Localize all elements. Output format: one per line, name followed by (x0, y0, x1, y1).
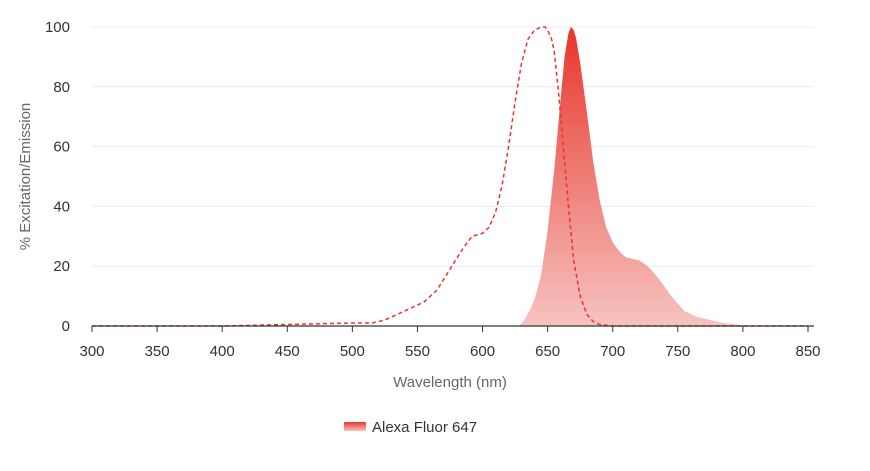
x-tick-label: 350 (145, 343, 170, 360)
y-tick-label: 100 (45, 19, 70, 36)
y-axis-title: % Excitation/Emission (17, 103, 34, 251)
x-tick-label: 800 (730, 343, 755, 360)
y-tick-label: 40 (53, 198, 70, 215)
x-tick-label: 500 (340, 343, 365, 360)
legend[interactable]: Alexa Fluor 647 (344, 419, 477, 436)
x-tick-label: 750 (665, 343, 690, 360)
x-tick-label: 650 (535, 343, 560, 360)
y-tick-label: 20 (53, 258, 70, 275)
legend-swatch[interactable] (344, 422, 366, 431)
x-tick-label: 300 (79, 343, 104, 360)
y-tick-label: 0 (62, 318, 70, 335)
y-tick-label: 60 (53, 139, 70, 156)
x-tick-label: 550 (405, 343, 430, 360)
axes: 0 20 40 60 80 100 300 350 400 450 500 550 600 650 700 7… (45, 19, 821, 360)
x-tick-label: 600 (470, 343, 495, 360)
excitation-line[interactable] (92, 26, 808, 327)
legend-label[interactable]: Alexa Fluor 647 (372, 419, 477, 436)
x-tick-label: 400 (210, 343, 235, 360)
x-axis-title: Wavelength (nm) (393, 374, 507, 391)
x-tick-label: 450 (275, 343, 300, 360)
gridlines (92, 26, 814, 267)
y-tick-label: 80 (53, 79, 70, 96)
x-tick-label: 700 (600, 343, 625, 360)
series-layer (92, 26, 808, 327)
x-tick-label: 850 (795, 343, 820, 360)
emission-area[interactable] (518, 27, 747, 326)
